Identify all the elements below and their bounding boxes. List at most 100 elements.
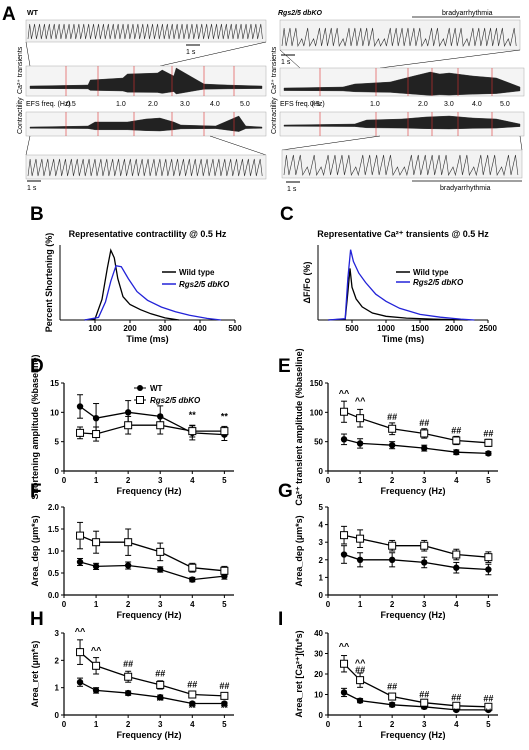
ko-ca-trace: [283, 71, 521, 96]
data-point-wt: [76, 679, 84, 686]
chart-g: 0 1 2 3 4 5 0 1 2 3 4 5 Frequency (Hz) Area_dep (µm*s…: [294, 503, 498, 620]
x-tick-label: 5: [222, 600, 227, 609]
significance-mark: ##: [451, 425, 461, 435]
x-tick-label: 200: [123, 324, 137, 333]
ko-zoom2-left: [281, 135, 381, 151]
data-point-wt: [340, 551, 348, 558]
data-point-ko: [220, 566, 229, 575]
x-tick-label: 0: [62, 476, 67, 485]
x-tick-label: 1: [94, 720, 99, 729]
x-tick-label: 2: [126, 600, 131, 609]
y-axis-label: ΔF/Fo (%): [302, 262, 312, 304]
x-tick-label: 1: [358, 720, 363, 729]
x-tick-label: 0: [326, 720, 331, 729]
wt-top-trace: [27, 23, 263, 40]
x-tick-label: 300: [158, 324, 172, 333]
x-tick-label: 3: [422, 720, 427, 729]
series-line-1: [79, 424, 225, 435]
x-tick-label: 4: [454, 600, 459, 609]
y-tick-label: 1: [55, 684, 60, 693]
chart-h: 0 1 2 3 0 1 2 3 4 5 Frequency (Hz) Area_ret (µm*s) ^…: [30, 626, 234, 740]
series-line-1: [79, 534, 225, 572]
significance-mark: **: [189, 703, 197, 713]
panel-label-g: G: [278, 481, 293, 502]
significance-mark: ##: [419, 690, 429, 700]
significance-mark: ##: [483, 428, 493, 438]
data-point-wt: [421, 444, 428, 452]
data-point-ko: [92, 538, 101, 547]
y-tick-label: 20: [314, 670, 323, 679]
data-point-wt: [453, 449, 460, 456]
data-point-ko: [452, 550, 461, 559]
data-point-ko: [484, 438, 493, 447]
y-axis-label: Area_ret (µm*s): [30, 641, 40, 708]
data-point-ko: [92, 430, 101, 439]
x-tick-label: 0: [326, 476, 331, 485]
panel-label-b: B: [30, 204, 44, 225]
data-point-ko: [356, 676, 365, 685]
wt-zoom2-right: [209, 135, 267, 156]
wt-efs-freq-1: 1.0: [116, 101, 126, 108]
data-point-ko: [420, 541, 429, 550]
legend-text-ko: Rgs2/5 dbKO: [413, 278, 464, 287]
x-tick-label: 500: [345, 324, 359, 333]
chart-e: 0 50 100 150 0 1 2 3 4 5 Frequency (Hz) Ca²⁺ transi…: [294, 348, 498, 506]
x-tick-label: 2500: [479, 324, 497, 333]
wt-scale-bar-label: 1 s: [186, 49, 196, 56]
legend-text-wt: Wild type: [179, 268, 215, 277]
panel-label-d: D: [30, 356, 44, 377]
y-tick-label: 3: [319, 538, 324, 547]
data-point-ko: [452, 701, 461, 710]
x-tick-label: 400: [193, 324, 207, 333]
data-point-ko: [76, 648, 85, 657]
data-point-wt: [157, 694, 164, 701]
wt-bottom-scale-label: 1 s: [27, 185, 37, 192]
data-point-ko: [220, 691, 229, 700]
data-point-wt: [189, 576, 196, 583]
data-point-wt: [92, 687, 100, 694]
x-tick-label: 5: [486, 600, 491, 609]
data-point-ko: [188, 427, 197, 436]
ko-contract-trace: [283, 115, 521, 130]
ko-efs-freq-1: 1.0: [370, 101, 380, 108]
data-point-wt: [124, 409, 132, 416]
data-point-wt: [221, 700, 228, 707]
ko-efs-freq-5: 5.0: [500, 101, 510, 108]
data-point-wt: [485, 566, 492, 573]
panel-a-wt: WT 1 s Ca²⁺ transients EFS freq. (Hz) 0.…: [17, 10, 267, 192]
data-point-wt: [388, 556, 396, 563]
significance-mark: ##: [219, 681, 229, 691]
x-tick-label: 3: [422, 476, 427, 485]
y-tick-label: 2: [55, 656, 60, 665]
wt-efs-label: EFS freq. (Hz): [26, 101, 71, 108]
significance-mark: ^^: [91, 646, 102, 656]
data-point-wt: [76, 558, 84, 566]
significance-mark: ##: [387, 681, 397, 691]
x-tick-label: 4: [190, 600, 195, 609]
y-axis-label: Area_dep (µm*s): [294, 515, 304, 586]
significance-mark: **: [453, 707, 461, 717]
data-point-ko: [340, 659, 349, 668]
ko-genotype-label: Rgs2/5 dbKO: [278, 10, 323, 17]
data-point-ko: [76, 531, 85, 540]
wt-zoom-line-left: [25, 41, 31, 67]
data-point-ko: [340, 531, 349, 540]
y-tick-label: 0: [319, 591, 324, 600]
x-tick-label: 5: [486, 720, 491, 729]
legend-marker-ko: [136, 396, 144, 404]
x-tick-label: 0: [326, 600, 331, 609]
wt-efs-freq-4: 4.0: [210, 101, 220, 108]
x-axis-label: Frequency (Hz): [380, 486, 445, 496]
data-point-wt: [388, 441, 396, 449]
wt-zoom-line-right: [159, 41, 267, 67]
series-line-1: [343, 534, 489, 558]
legend-text-ko: Rgs2/5 dbKO: [179, 280, 230, 289]
chart-b: Representative contractility @ 0.5 Hz 100…: [44, 229, 242, 344]
y-tick-label: 3: [55, 629, 60, 638]
data-point-ko: [388, 692, 397, 701]
data-point-ko: [188, 563, 197, 572]
x-axis-label: Time (ms): [126, 334, 168, 344]
data-point-ko: [124, 421, 133, 430]
data-point-wt: [189, 700, 196, 707]
ko-zoom2-right: [519, 135, 523, 151]
